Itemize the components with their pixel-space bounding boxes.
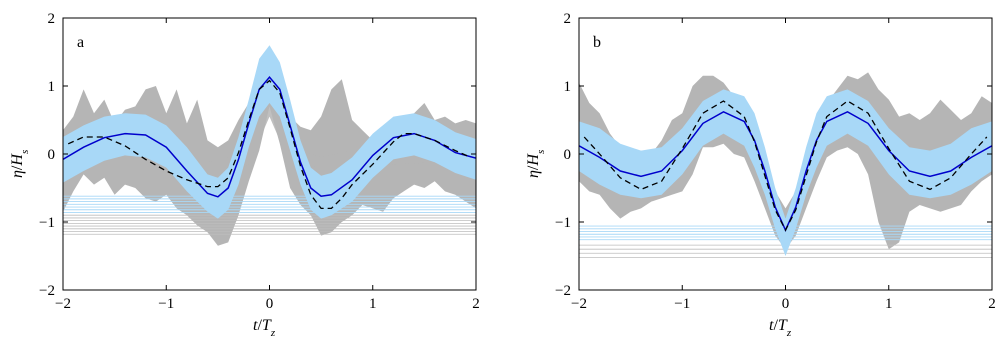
panel-b-dashed-line bbox=[583, 100, 988, 232]
panel-b-ytick-label-2: 2 bbox=[564, 11, 572, 27]
panel-a-ytick-label-1: 1 bbox=[48, 79, 56, 95]
panel-a-ytick-label-0: 0 bbox=[48, 147, 56, 163]
panel-a-plot-area bbox=[63, 45, 476, 246]
panel-a-xlabel: t/Tz bbox=[253, 317, 276, 338]
panel-a-ytick-label-2: 2 bbox=[48, 11, 56, 27]
panel-b-xtick-label--1: −1 bbox=[674, 296, 690, 312]
panel-a-mean-line bbox=[63, 76, 476, 198]
panel-b-label: b bbox=[593, 34, 601, 51]
panel-b-plot-area bbox=[579, 72, 992, 258]
panel-a-ytick-label--2: −2 bbox=[39, 283, 55, 299]
panel-b-ytick-label-1: 1 bbox=[564, 79, 572, 95]
panel-b-xtick-label--2: −2 bbox=[571, 296, 587, 312]
panel-a-ticks: −2 −1 0 1 2 −2 −1 0 1 2 bbox=[39, 11, 480, 312]
panel-a-xtick-label-2: 2 bbox=[472, 296, 480, 312]
panel-b-ytick-label-0: 0 bbox=[564, 147, 572, 163]
panel-a-label: a bbox=[77, 34, 84, 51]
panel-b-gray-envelope bbox=[579, 72, 992, 250]
panel-a-ytick-label--1: −1 bbox=[39, 215, 55, 231]
panel-b-blue-band bbox=[579, 89, 992, 257]
panel-a: −2 −1 0 1 2 −2 −1 0 1 2 a t/Tz η/Hs bbox=[9, 11, 480, 338]
panel-a-gray-envelope bbox=[63, 52, 476, 246]
panel-b-xtick-label-2: 2 bbox=[988, 296, 996, 312]
panel-b-ylabel: η/Hs bbox=[525, 150, 547, 178]
panel-b-ytick-label--1: −1 bbox=[555, 215, 571, 231]
panel-b-xtick-label-0: 0 bbox=[782, 296, 790, 312]
panel-a-blue-band bbox=[63, 45, 476, 219]
panel-a-xtick-label--1: −1 bbox=[158, 296, 174, 312]
panel-b-ytick-label--2: −2 bbox=[555, 283, 571, 299]
panel-b-xtick-label-1: 1 bbox=[885, 296, 893, 312]
panel-a-xtick-label-0: 0 bbox=[266, 296, 274, 312]
panel-b: −2 −1 0 1 2 −2 −1 0 1 2 b t/Tz η/Hs bbox=[525, 11, 996, 338]
panel-a-xtick-label--2: −2 bbox=[55, 296, 71, 312]
panel-a-ylabel: η/Hs bbox=[9, 150, 31, 178]
panel-a-dashed-line bbox=[67, 79, 472, 210]
panel-b-xlabel: t/Tz bbox=[769, 317, 792, 338]
panel-a-xtick-label-1: 1 bbox=[369, 296, 377, 312]
panel-b-ticks: −2 −1 0 1 2 −2 −1 0 1 2 bbox=[555, 11, 996, 312]
